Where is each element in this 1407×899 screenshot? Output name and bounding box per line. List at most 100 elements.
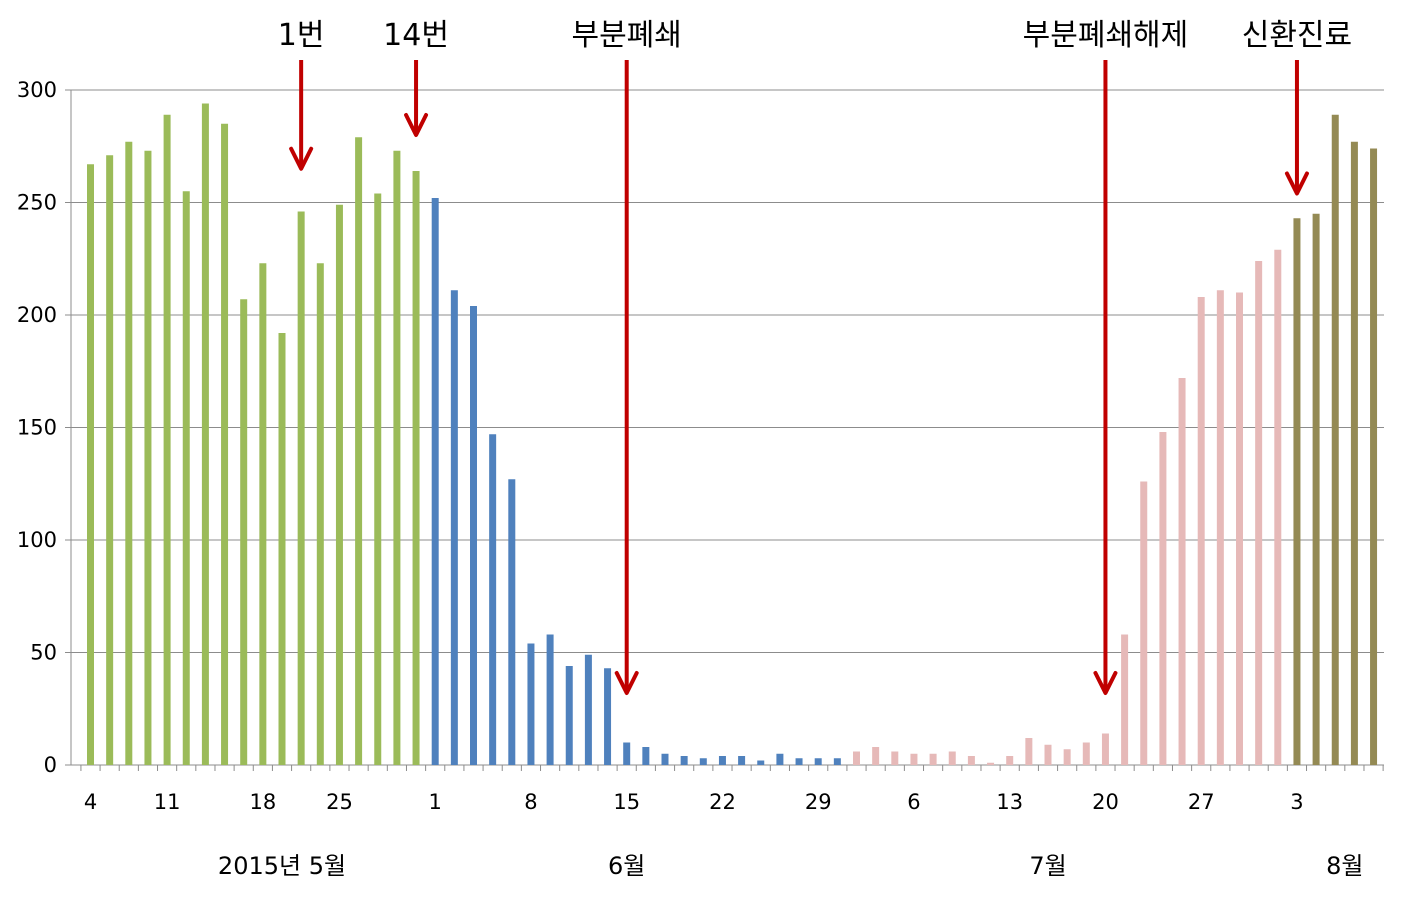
bar — [1216, 290, 1224, 765]
y-tick-label: 0 — [44, 753, 57, 777]
bar — [201, 103, 209, 765]
x-tick-label: 8 — [524, 790, 537, 814]
annotation: 14번 — [383, 18, 449, 137]
bar — [106, 155, 114, 765]
month-label: 6월 — [608, 852, 645, 880]
bar — [967, 756, 975, 765]
bar — [125, 141, 133, 765]
annotation: 1번 — [278, 18, 325, 171]
annotation-arrow-head — [1093, 671, 1118, 695]
x-tick-label: 27 — [1188, 790, 1215, 814]
bar — [240, 299, 248, 765]
bar — [1293, 218, 1301, 765]
bar — [297, 211, 305, 765]
y-tick-label: 200 — [17, 303, 57, 327]
bar — [565, 666, 573, 765]
bar — [374, 193, 382, 765]
bar — [814, 758, 822, 765]
month-label: 2015년 5월 — [218, 852, 346, 880]
x-tick-label: 18 — [249, 790, 276, 814]
x-tick-label: 13 — [996, 790, 1023, 814]
bar — [757, 760, 765, 765]
bar — [1312, 213, 1320, 765]
bar — [680, 756, 688, 765]
y-tick-label: 100 — [17, 528, 57, 552]
bar — [1331, 114, 1339, 765]
x-tick-label: 3 — [1290, 790, 1303, 814]
bar — [718, 756, 726, 765]
bar — [661, 753, 669, 765]
bar — [1101, 733, 1109, 765]
annotation-label: 1번 — [278, 18, 325, 53]
annotation-label: 14번 — [383, 18, 449, 53]
bar — [412, 171, 420, 765]
bar — [278, 333, 286, 765]
annotation: 부분폐쇄 — [571, 18, 682, 695]
x-tick-label: 20 — [1092, 790, 1119, 814]
bar — [1197, 297, 1205, 765]
bar — [1178, 378, 1186, 765]
bar — [1006, 756, 1014, 765]
bar — [489, 434, 497, 765]
y-axis: 0 50 100 150 200 250 300 — [17, 78, 72, 777]
bar — [738, 756, 746, 765]
bar — [833, 758, 841, 765]
bar — [1159, 432, 1167, 765]
x-tick-label: 29 — [805, 790, 832, 814]
y-tick-label: 300 — [17, 78, 57, 102]
bar — [431, 198, 439, 765]
bar — [776, 753, 784, 765]
bar — [470, 306, 477, 765]
bar — [527, 643, 535, 765]
annotation: 부분폐쇄해제 — [1023, 18, 1189, 695]
bar — [853, 751, 860, 765]
y-tick-label: 50 — [30, 641, 57, 665]
bar — [1274, 249, 1282, 765]
bar — [1140, 481, 1148, 765]
bar — [1082, 742, 1090, 765]
y-tick-label: 250 — [17, 191, 57, 215]
month-label: 8월 — [1326, 852, 1363, 880]
x-tick-label: 4 — [84, 790, 97, 814]
bar — [508, 479, 516, 765]
x-tick-label: 11 — [154, 790, 181, 814]
bar — [1063, 749, 1071, 765]
bar — [1236, 292, 1243, 765]
annotation-label: 부분폐쇄해제 — [1023, 18, 1189, 53]
bar — [221, 123, 229, 765]
bar — [87, 164, 94, 765]
annotation-arrow-head — [614, 671, 639, 695]
bar — [891, 751, 899, 765]
month-label: 7월 — [1029, 852, 1066, 880]
bar — [987, 762, 995, 765]
bar — [910, 753, 918, 765]
bar — [872, 747, 880, 765]
x-tick-label: 25 — [326, 790, 353, 814]
bar — [623, 742, 631, 765]
bar — [1255, 261, 1263, 765]
gridlines — [71, 89, 1384, 653]
bar — [604, 668, 612, 765]
annotation-arrow-head — [1284, 171, 1309, 196]
bar — [393, 150, 401, 765]
annotations: 1번 14번 부분폐쇄 부분폐쇄해제 신환진료 — [278, 18, 1352, 695]
x-tick-label: 22 — [709, 790, 736, 814]
bar — [1370, 148, 1378, 765]
bar — [929, 753, 937, 765]
bar — [335, 204, 343, 765]
bar — [182, 191, 190, 765]
x-tick-label: 1 — [429, 790, 442, 814]
annotation: 신환진료 — [1242, 18, 1352, 196]
bar — [1025, 738, 1033, 765]
annotation-label: 부분폐쇄 — [571, 18, 681, 53]
bar — [546, 634, 554, 765]
bar — [948, 751, 956, 765]
bars — [87, 103, 1378, 765]
bar — [1044, 744, 1052, 765]
x-tick-label: 15 — [613, 790, 640, 814]
annotation-arrow-head — [289, 146, 314, 171]
bar — [450, 290, 458, 765]
bar — [1350, 141, 1358, 765]
